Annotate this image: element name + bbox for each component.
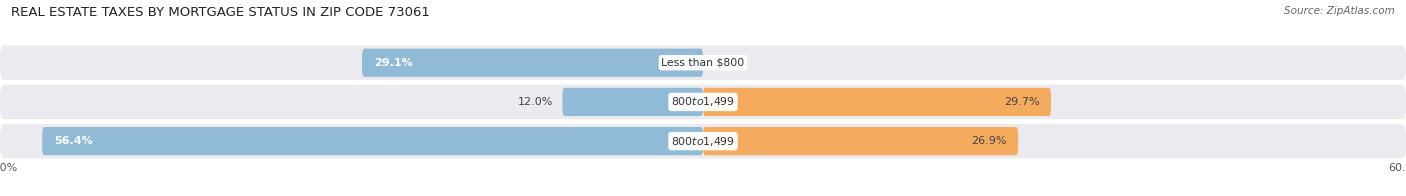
FancyBboxPatch shape [0,124,1406,158]
Legend: Without Mortgage, With Mortgage: Without Mortgage, With Mortgage [581,193,825,196]
Text: Source: ZipAtlas.com: Source: ZipAtlas.com [1284,6,1395,16]
FancyBboxPatch shape [0,45,1406,80]
Text: $800 to $1,499: $800 to $1,499 [671,95,735,108]
Text: 12.0%: 12.0% [517,97,553,107]
FancyBboxPatch shape [703,127,1018,155]
Text: $800 to $1,499: $800 to $1,499 [671,135,735,148]
FancyBboxPatch shape [0,85,1406,119]
Text: REAL ESTATE TAXES BY MORTGAGE STATUS IN ZIP CODE 73061: REAL ESTATE TAXES BY MORTGAGE STATUS IN … [11,6,430,19]
Text: 29.7%: 29.7% [1004,97,1039,107]
Text: 0.0%: 0.0% [713,58,741,68]
FancyBboxPatch shape [42,127,703,155]
Text: 26.9%: 26.9% [972,136,1007,146]
FancyBboxPatch shape [703,88,1052,116]
Text: 29.1%: 29.1% [374,58,412,68]
FancyBboxPatch shape [363,49,703,77]
Text: 56.4%: 56.4% [53,136,93,146]
Text: Less than $800: Less than $800 [661,58,745,68]
FancyBboxPatch shape [562,88,703,116]
